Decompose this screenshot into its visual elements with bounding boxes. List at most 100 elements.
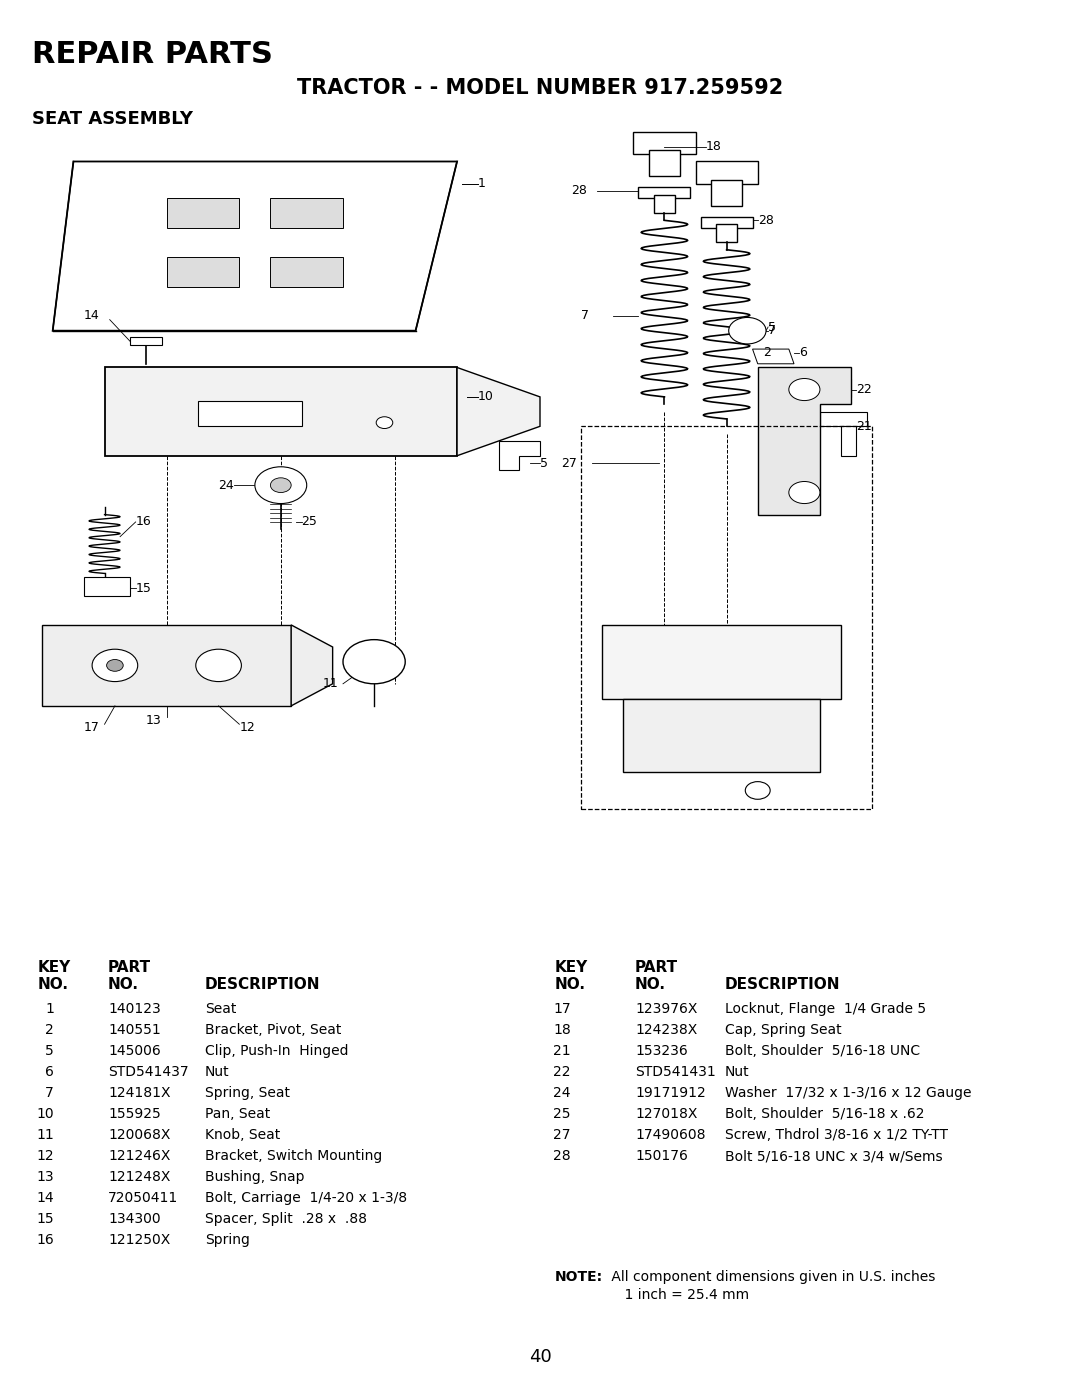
Polygon shape (753, 349, 794, 364)
Circle shape (107, 660, 123, 671)
Polygon shape (623, 698, 820, 773)
Text: 19171912: 19171912 (635, 1086, 705, 1100)
Text: 153236: 153236 (635, 1044, 688, 1057)
Text: 124181X: 124181X (108, 1086, 171, 1100)
Text: 1 inch = 25.4 mm: 1 inch = 25.4 mm (607, 1288, 750, 1302)
Text: 127018X: 127018X (635, 1107, 698, 1121)
Text: DESCRIPTION: DESCRIPTION (725, 978, 840, 991)
Bar (131, 337, 162, 345)
Text: All component dimensions given in U.S. inches: All component dimensions given in U.S. i… (607, 1270, 935, 1284)
Polygon shape (499, 441, 540, 470)
Text: NO.: NO. (108, 978, 139, 991)
Text: Spacer, Split  .28 x  .88: Spacer, Split .28 x .88 (205, 1211, 367, 1226)
Text: 28: 28 (571, 184, 586, 198)
Text: 27: 27 (561, 456, 577, 470)
Bar (716, 224, 737, 242)
Bar (820, 411, 866, 426)
Text: Washer  17/32 x 1-3/16 x 12 Gauge: Washer 17/32 x 1-3/16 x 12 Gauge (725, 1086, 972, 1100)
Circle shape (92, 649, 138, 682)
Text: NO.: NO. (555, 978, 586, 991)
Text: Bracket, Pivot, Seat: Bracket, Pivot, Seat (205, 1023, 341, 1037)
Text: 6: 6 (799, 346, 807, 359)
Text: Bolt 5/16-18 UNC x 3/4 w/Sems: Bolt 5/16-18 UNC x 3/4 w/Sems (725, 1150, 943, 1163)
Bar (84, 578, 131, 595)
Circle shape (270, 478, 292, 492)
Bar (649, 150, 680, 176)
Circle shape (255, 466, 307, 503)
Text: 27: 27 (554, 1128, 571, 1143)
Text: Cap, Spring Seat: Cap, Spring Seat (725, 1023, 841, 1037)
Bar (654, 195, 675, 213)
Text: 145006: 145006 (108, 1044, 161, 1057)
Text: Spring, Seat: Spring, Seat (205, 1086, 291, 1100)
Text: 120068X: 120068X (108, 1128, 171, 1143)
Text: SEAT ASSEMBLY: SEAT ASSEMBLY (32, 110, 193, 128)
Polygon shape (105, 367, 457, 455)
Text: 21: 21 (553, 1044, 571, 1057)
Text: 17490608: 17490608 (635, 1128, 705, 1143)
Text: 121246X: 121246X (108, 1150, 171, 1163)
Text: Bolt, Shoulder  5/16-18 x .62: Bolt, Shoulder 5/16-18 x .62 (725, 1107, 924, 1121)
Polygon shape (603, 624, 840, 698)
Text: 28: 28 (758, 214, 773, 227)
Text: 155925: 155925 (108, 1107, 161, 1121)
Bar (638, 187, 690, 198)
Text: Bracket, Switch Mounting: Bracket, Switch Mounting (205, 1150, 382, 1163)
Text: Bushing, Snap: Bushing, Snap (205, 1170, 305, 1184)
Text: 11: 11 (37, 1128, 54, 1143)
Circle shape (788, 378, 820, 400)
Text: 15: 15 (136, 582, 151, 594)
Text: Screw, Thdrol 3/8-16 x 1/2 TY-TT: Screw, Thdrol 3/8-16 x 1/2 TY-TT (725, 1128, 948, 1143)
Text: 12: 12 (240, 722, 255, 734)
Text: 2: 2 (762, 346, 771, 359)
Text: 25: 25 (301, 516, 318, 528)
Text: 13: 13 (146, 714, 162, 727)
Text: TRACTOR - - MODEL NUMBER 917.259592: TRACTOR - - MODEL NUMBER 917.259592 (297, 78, 783, 98)
Text: 22: 22 (554, 1066, 571, 1079)
Circle shape (376, 417, 393, 429)
Text: NOTE:: NOTE: (555, 1270, 603, 1284)
Bar (810, 378, 851, 397)
Text: 28: 28 (553, 1150, 571, 1163)
Text: 123976X: 123976X (635, 1002, 698, 1016)
Text: 5: 5 (45, 1044, 54, 1057)
Bar (198, 400, 301, 426)
Bar (166, 257, 240, 286)
Circle shape (788, 481, 820, 503)
Text: 15: 15 (37, 1211, 54, 1226)
Text: Spring: Spring (205, 1233, 249, 1247)
Text: Locknut, Flange  1/4 Grade 5: Locknut, Flange 1/4 Grade 5 (725, 1002, 927, 1016)
Text: 2: 2 (45, 1023, 54, 1037)
Text: 12: 12 (37, 1150, 54, 1163)
Text: PART: PART (108, 960, 151, 975)
Text: 17: 17 (553, 1002, 571, 1016)
Bar (701, 217, 753, 228)
Text: STD541431: STD541431 (635, 1066, 716, 1079)
Text: 24: 24 (218, 478, 234, 492)
Text: 16: 16 (37, 1233, 54, 1247)
Bar (696, 161, 758, 184)
Text: 17: 17 (84, 722, 99, 734)
Circle shape (195, 649, 242, 682)
Text: 25: 25 (554, 1107, 571, 1121)
Text: 121248X: 121248X (108, 1170, 171, 1184)
Text: 72050411: 72050411 (108, 1191, 178, 1204)
Bar (840, 426, 856, 455)
Text: NO.: NO. (38, 978, 69, 991)
Circle shape (343, 639, 405, 683)
Text: Knob, Seat: Knob, Seat (205, 1128, 280, 1143)
Text: 124238X: 124238X (635, 1023, 698, 1037)
Text: 134300: 134300 (108, 1211, 161, 1226)
Polygon shape (42, 624, 292, 705)
Text: 140551: 140551 (108, 1023, 161, 1037)
Text: 7: 7 (768, 324, 777, 337)
Text: 7: 7 (45, 1086, 54, 1100)
Bar (270, 257, 343, 286)
Text: 14: 14 (37, 1191, 54, 1204)
Text: 1: 1 (45, 1002, 54, 1016)
Text: Nut: Nut (205, 1066, 230, 1079)
Text: 1: 1 (477, 177, 486, 190)
Text: 150176: 150176 (635, 1150, 688, 1163)
Text: 6: 6 (45, 1066, 54, 1079)
Text: 18: 18 (553, 1023, 571, 1037)
